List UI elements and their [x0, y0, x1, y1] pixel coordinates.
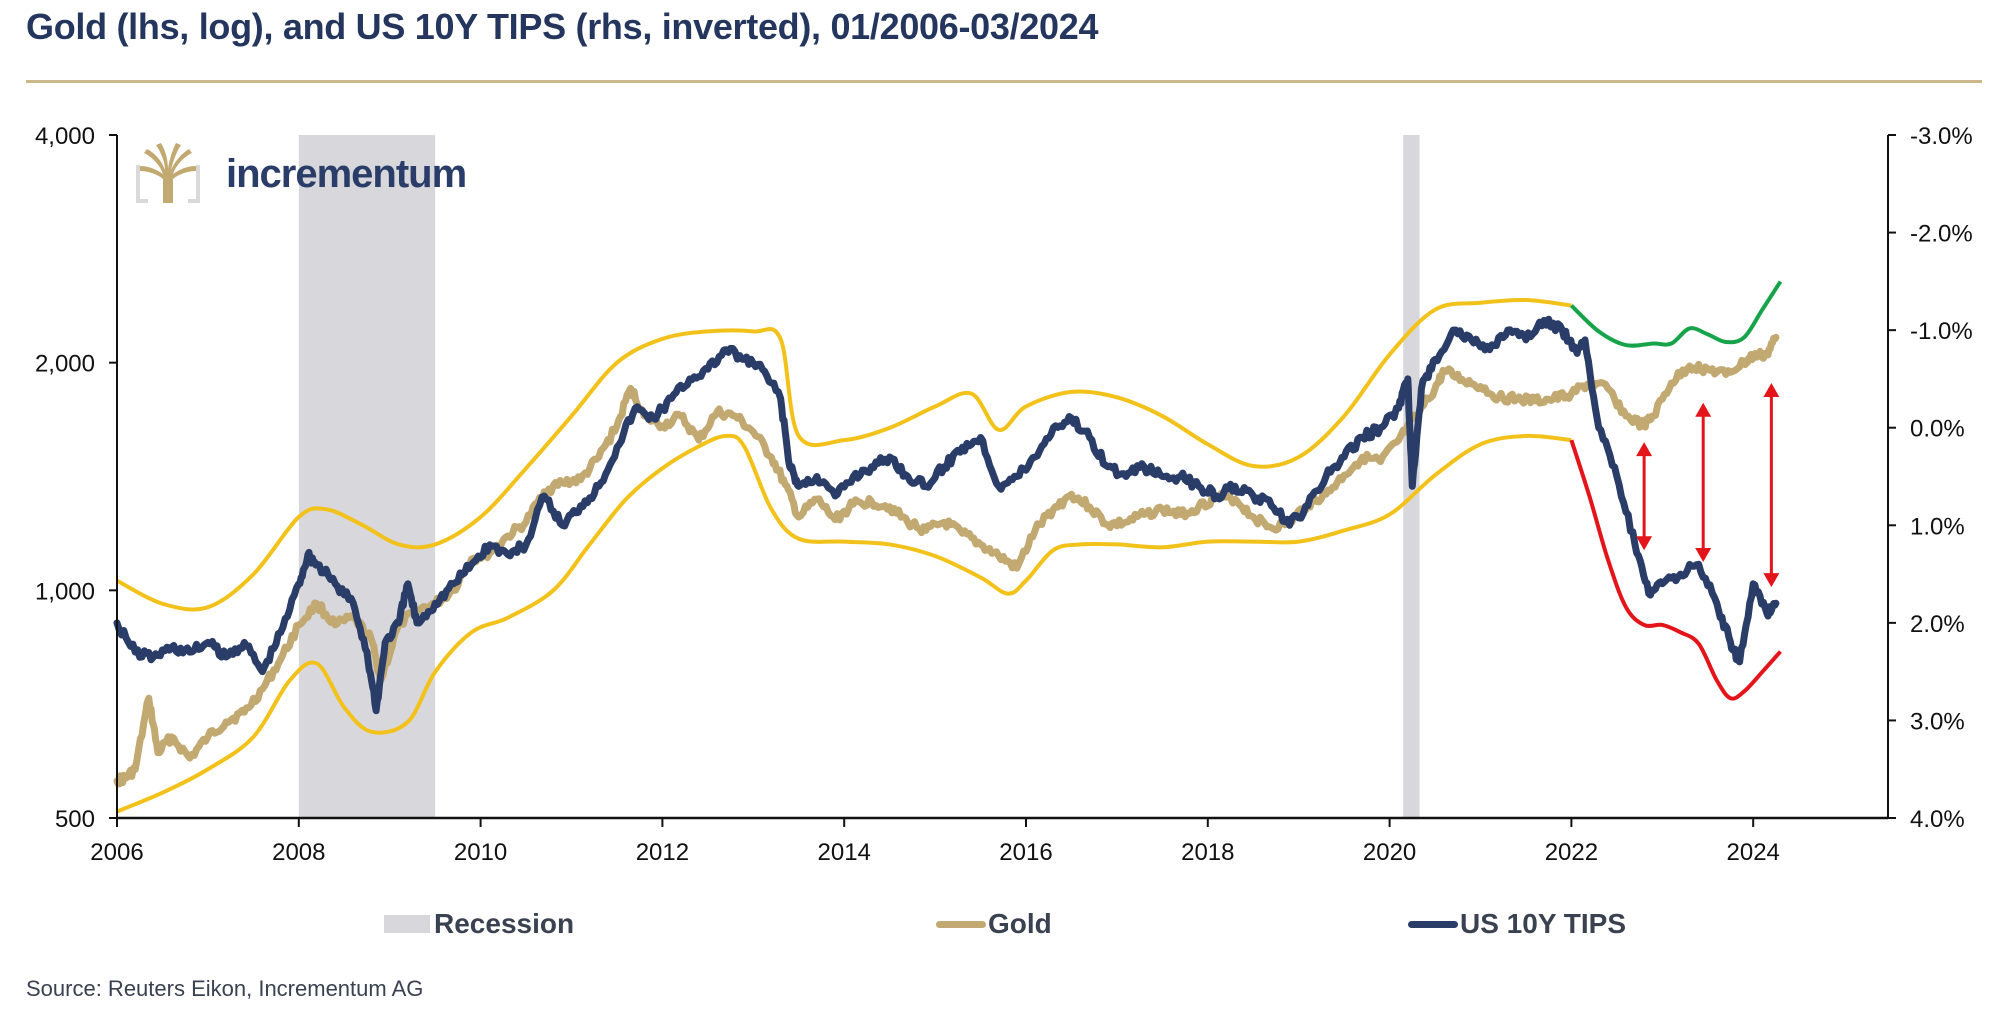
channel-upper-recent-line: [1570, 280, 1783, 348]
x-tick-label: 2018: [1181, 839, 1234, 866]
double-arrow: [1763, 382, 1780, 588]
gold-line: [113, 333, 1780, 788]
legend-label: Recession: [434, 908, 575, 939]
arrow-annotations: [1636, 382, 1780, 588]
title-divider: [26, 80, 1982, 83]
arrow-head-up: [1695, 402, 1712, 417]
channel-lines: [116, 280, 1783, 814]
logo: incrementum: [136, 143, 467, 203]
x-tick-label: 2020: [1363, 839, 1416, 866]
arrow-head-down: [1695, 548, 1712, 563]
double-arrow: [1636, 442, 1653, 551]
x-tick-label: 2014: [818, 839, 871, 866]
arrow-head-down: [1636, 536, 1653, 551]
legend-item-gold: Gold: [936, 906, 1052, 942]
gold-swatch: [936, 920, 986, 928]
right-tick-label: -1.0%: [1910, 318, 1973, 345]
right-tick-label: 4.0%: [1910, 806, 1965, 833]
x-tick-label: 2010: [454, 839, 507, 866]
left-tick-label: 4,000: [35, 123, 95, 150]
x-tick-label: 2016: [999, 839, 1052, 866]
channel-lower-recent-line: [1569, 439, 1782, 701]
left-tick-label: 2,000: [35, 351, 95, 378]
x-tick-label: 2006: [90, 839, 143, 866]
recession-bands: [298, 135, 1420, 818]
tree-icon: [136, 143, 200, 203]
right-tick-label: -2.0%: [1910, 221, 1973, 248]
arrow-head-up: [1636, 442, 1653, 457]
right-tick-label: 1.0%: [1910, 513, 1965, 540]
right-tick-label: 3.0%: [1910, 708, 1965, 735]
tips-line: [113, 315, 1780, 715]
x-tick-label: 2012: [636, 839, 689, 866]
channel-lower-line: [116, 433, 1572, 814]
legend-label: US 10Y TIPS: [1460, 908, 1627, 939]
axes: 500 1,000 2,000 4,000 -3.0% -2.0% -1.0% 0.0% 1.0…: [35, 123, 1973, 866]
double-arrow: [1695, 402, 1712, 563]
source-note: Source: Reuters Eikon, Incrementum AG: [26, 976, 424, 1001]
legend-label: Gold: [988, 908, 1052, 939]
right-tick-label: 0.0%: [1910, 416, 1965, 443]
recession-swatch: [384, 915, 430, 933]
arrow-head-down: [1763, 573, 1780, 588]
tips-swatch: [1408, 920, 1458, 928]
channel-upper-line: [116, 297, 1572, 612]
x-tick-label: 2008: [272, 839, 325, 866]
logo-text: incrementum: [226, 152, 466, 196]
legend-item-recession: Recession: [384, 906, 574, 942]
chart-title: Gold (lhs, log), and US 10Y TIPS (rhs, i…: [26, 6, 1099, 47]
series-lines: [113, 315, 1780, 788]
right-tick-label: 2.0%: [1910, 611, 1965, 638]
right-tick-label: -3.0%: [1910, 123, 1973, 150]
legend-item-tips: US 10Y TIPS: [1408, 906, 1626, 942]
arrow-head-up: [1763, 382, 1780, 397]
x-tick-label: 2024: [1727, 839, 1780, 866]
recession-band: [298, 135, 436, 818]
x-tick-label: 2022: [1545, 839, 1598, 866]
left-tick-label: 500: [55, 806, 95, 833]
left-tick-label: 1,000: [35, 578, 95, 605]
